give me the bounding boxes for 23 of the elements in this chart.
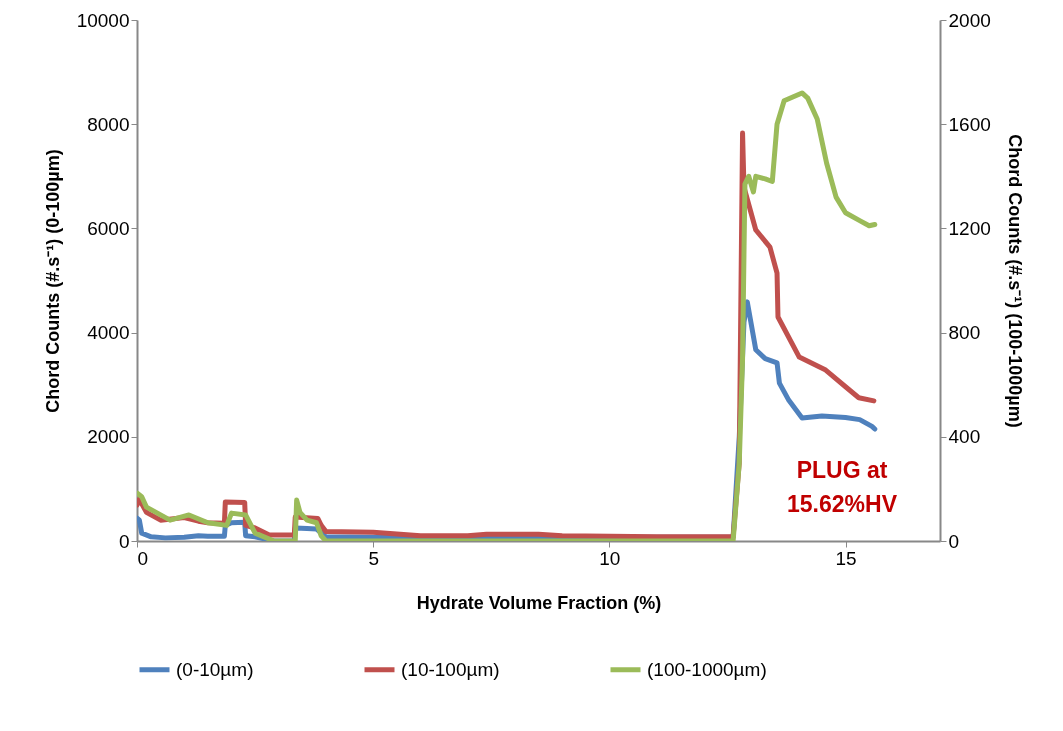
legend-label: (10-100µm) [401, 658, 500, 680]
y-tick-label: 4000 [87, 322, 130, 344]
x-tick-label: 0 [137, 547, 149, 569]
legend-label: (0-10µm) [176, 658, 254, 680]
annotation: PLUG at 15.62%HV [787, 457, 898, 517]
y-tick-label: 6000 [87, 217, 130, 239]
x-axis-title: Hydrate Volume Fraction (%) [416, 592, 662, 613]
y-axis-title: Chord Counts (#.s⁻¹) (0-100µm) [42, 149, 63, 413]
y2-tick-label: 0 [948, 530, 960, 552]
y2-tick-label: 1600 [948, 113, 991, 135]
y2-tick-label: 2000 [948, 9, 991, 31]
y-tick-label: 2000 [87, 426, 130, 448]
y2-tick-label: 800 [948, 322, 981, 344]
x-tick-label: 15 [835, 547, 857, 569]
y-tick-label: 0 [118, 530, 130, 552]
y2-axis-title: Chord Counts (#.s⁻¹) (100-1000µm) [1004, 134, 1025, 428]
y2-tick-label: 1200 [948, 217, 991, 239]
y-tick-label: 10000 [76, 9, 130, 31]
x-tick-label: 5 [368, 547, 379, 569]
y2-tick-label: 400 [948, 426, 981, 448]
y-tick-label: 8000 [87, 113, 130, 135]
legend-label: (100-1000µm) [647, 658, 767, 680]
x-tick-label: 10 [599, 547, 621, 569]
